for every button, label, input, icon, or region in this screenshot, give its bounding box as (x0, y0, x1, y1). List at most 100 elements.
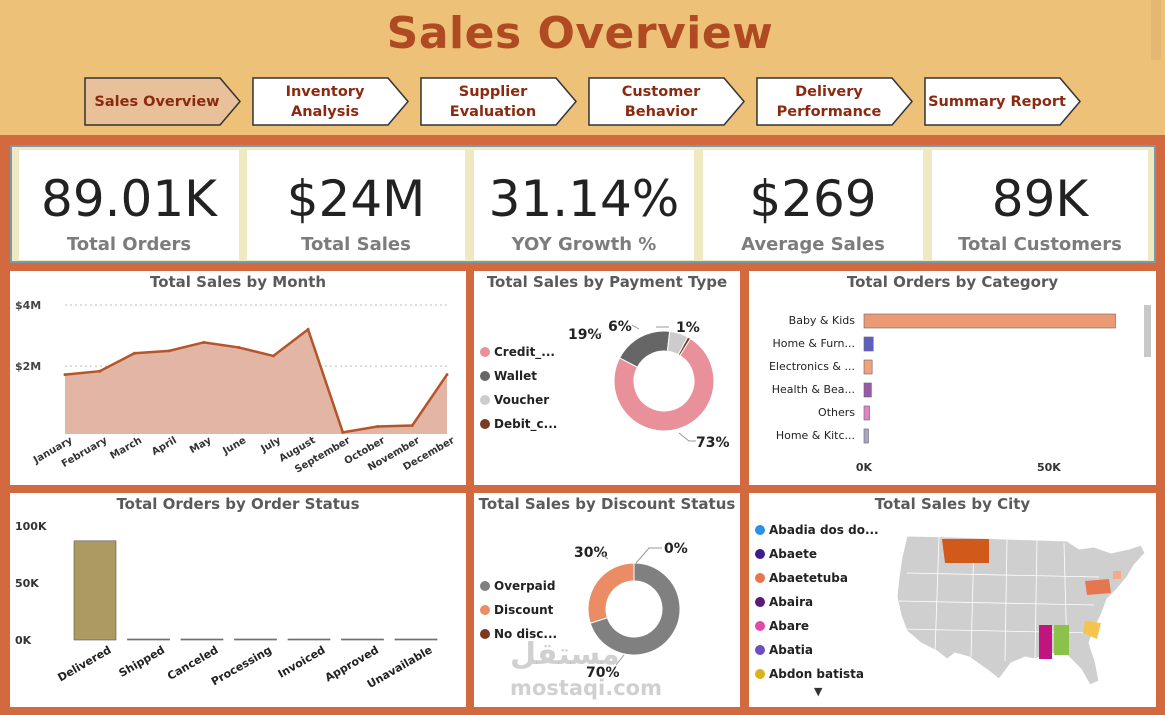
panel-sales-by-payment: Total Sales by Payment Type Credit_... Wa… (474, 271, 740, 485)
data-point (376, 425, 380, 429)
status-bar (341, 638, 384, 641)
legend-swatch (755, 669, 765, 679)
legend-item[interactable]: Abaete (755, 547, 817, 561)
legend-item[interactable]: No disc... (480, 627, 557, 641)
legend-item[interactable]: Voucher (480, 393, 549, 407)
nav-button-customer-behavior[interactable]: Customer Behavior (588, 77, 746, 126)
legend-item[interactable]: Overpaid (480, 579, 555, 593)
category-label: Home & Kitc... (776, 429, 855, 442)
legend-item[interactable]: Credit_... (480, 345, 555, 359)
status-bar (73, 540, 117, 641)
legend-swatch (755, 621, 765, 631)
data-point (132, 351, 136, 355)
donut-slice (613, 337, 715, 432)
legend-label: Abare (769, 619, 810, 633)
nav-button-label: Inventory Analysis (285, 83, 365, 120)
legend-swatch (480, 605, 490, 615)
legend-swatch (480, 371, 490, 381)
legend-item[interactable]: Abaetetuba (755, 571, 848, 585)
x-tick-label: July (258, 435, 283, 456)
data-point (237, 345, 241, 349)
status-bar (394, 638, 438, 641)
category-label: Electronics & ... (769, 360, 855, 373)
chart-title: Total Sales by Month (149, 273, 327, 291)
legend-item[interactable]: Abaira (755, 595, 813, 609)
data-point (167, 349, 171, 353)
legend-label: Abaira (769, 595, 814, 609)
legend-item[interactable]: Discount (480, 603, 553, 617)
map-state-montana (942, 539, 989, 563)
map-state-nj (1113, 571, 1121, 579)
status-bar (287, 638, 331, 641)
kpi-label: YOY Growth % (511, 234, 657, 255)
category-label: Baby & Kids (789, 314, 856, 327)
nav-button-delivery-performance[interactable]: Delivery Performance (756, 77, 914, 126)
panel-sales-by-discount: Total Sales by Discount Status Overpaid D… (474, 493, 740, 707)
slice-label: 73% (696, 435, 730, 451)
legend-swatch (755, 645, 765, 655)
legend-label: Overpaid (494, 579, 556, 593)
legend-item[interactable]: Debit_c... (480, 417, 557, 431)
data-point (306, 327, 310, 331)
legend-swatch (755, 549, 765, 559)
legend-item[interactable]: Abdon batista (755, 667, 864, 681)
nav-button-supplier-evaluation[interactable]: Supplier Evaluation (420, 77, 578, 126)
slice-label: 1% (676, 320, 700, 336)
legend-item[interactable]: Abare (755, 619, 809, 633)
x-tick-label: Shipped (117, 643, 167, 680)
kpi-total-sales: $24M Total Sales (247, 150, 465, 260)
us-map[interactable]: ▼ (749, 493, 1156, 707)
map-land (896, 535, 1146, 686)
category-bar (863, 336, 874, 352)
legend-label: Abatia (769, 643, 813, 657)
leader-line (678, 432, 696, 442)
kpi-total-orders: 89.01K Total Orders (19, 150, 239, 260)
legend-item[interactable]: Abadia dos do... (755, 523, 879, 537)
legend-swatch (480, 395, 490, 405)
series-line (64, 327, 449, 434)
data-point (341, 430, 345, 434)
map-state-south-carolina (1083, 621, 1101, 639)
category-bar (863, 313, 1116, 329)
legend-label: No disc... (494, 627, 558, 641)
nav-button-summary-report[interactable]: Summary Report (924, 77, 1082, 126)
kpi-value: 89K (991, 170, 1089, 228)
status-bar (180, 638, 224, 641)
nav-button-sales-overview[interactable]: Sales Overview (84, 77, 242, 126)
x-tick-label: June (220, 435, 248, 458)
kpi-value: $269 (749, 170, 877, 228)
nav-button-label: Customer Behavior (621, 83, 701, 120)
x-tick-label: May (188, 435, 214, 456)
legend-label: Abdon batista (769, 667, 864, 681)
watermark-latin: mostaqi.com (510, 676, 662, 700)
data-point (63, 373, 67, 377)
discount-donut-chart[interactable]: 70%30% 0% (474, 493, 740, 707)
kpi-value: $24M (286, 170, 426, 228)
chart-title: Total Sales by City (874, 495, 1031, 513)
chart-title: Total Orders by Category (846, 273, 1059, 291)
data-point (202, 340, 206, 344)
kpi-label: Average Sales (741, 234, 885, 255)
legend-item[interactable]: Abatia (755, 643, 813, 657)
y-tick-label: $2M (15, 360, 41, 373)
watermark-arabic: مستقل (510, 637, 620, 672)
legend-label: Abadia dos do... (769, 523, 879, 537)
category-label: Others (818, 406, 855, 419)
legend-label: Voucher (494, 393, 550, 407)
map-state-alabama (1054, 625, 1069, 655)
donut-slice (618, 330, 671, 368)
nav-button-inventory-analysis[interactable]: Inventory Analysis (252, 77, 410, 126)
legend-label: Abaete (769, 547, 817, 561)
legend-item[interactable]: Wallet (480, 369, 537, 383)
kpi-average-sales: $269 Average Sales (703, 150, 923, 260)
category-bar-chart[interactable]: Baby & Kids Home & Furn... Electronics & .… (749, 271, 1156, 485)
area-fill (65, 329, 447, 434)
scrollbar[interactable] (1151, 0, 1161, 60)
leader-line (593, 332, 603, 336)
donut-slice (587, 562, 635, 624)
y-tick-label: $4M (15, 299, 41, 312)
scrollbar-thumb (1144, 305, 1151, 357)
category-bar (863, 405, 870, 421)
